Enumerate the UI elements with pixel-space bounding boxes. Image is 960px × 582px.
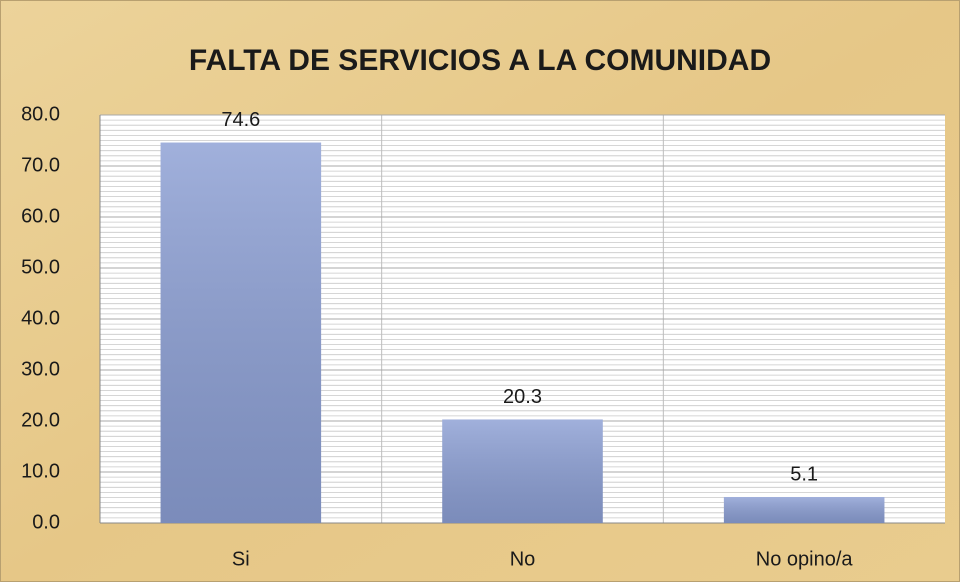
y-tick-label: 10.0 [21, 460, 60, 482]
y-tick-label: 60.0 [21, 205, 60, 227]
x-tick-label: No opino/a [756, 548, 854, 570]
y-tick-label: 50.0 [21, 256, 60, 278]
y-tick-label: 0.0 [32, 511, 60, 533]
y-tick-label: 80.0 [21, 103, 60, 125]
y-tick-label: 40.0 [21, 307, 60, 329]
x-tick-label: No [510, 548, 536, 570]
chart-title: FALTA DE SERVICIOS A LA COMUNIDAD [189, 44, 771, 77]
data-label: 20.3 [503, 386, 542, 408]
y-tick-label: 70.0 [21, 154, 60, 176]
bar-shading [723, 496, 885, 523]
y-tick-label: 30.0 [21, 358, 60, 380]
y-tick-label: 20.0 [21, 409, 60, 431]
bar-shading [160, 142, 322, 524]
data-label: 5.1 [790, 463, 818, 485]
x-tick-label: Si [232, 548, 250, 570]
bar-shading [442, 419, 603, 523]
data-label: 74.6 [221, 109, 260, 131]
